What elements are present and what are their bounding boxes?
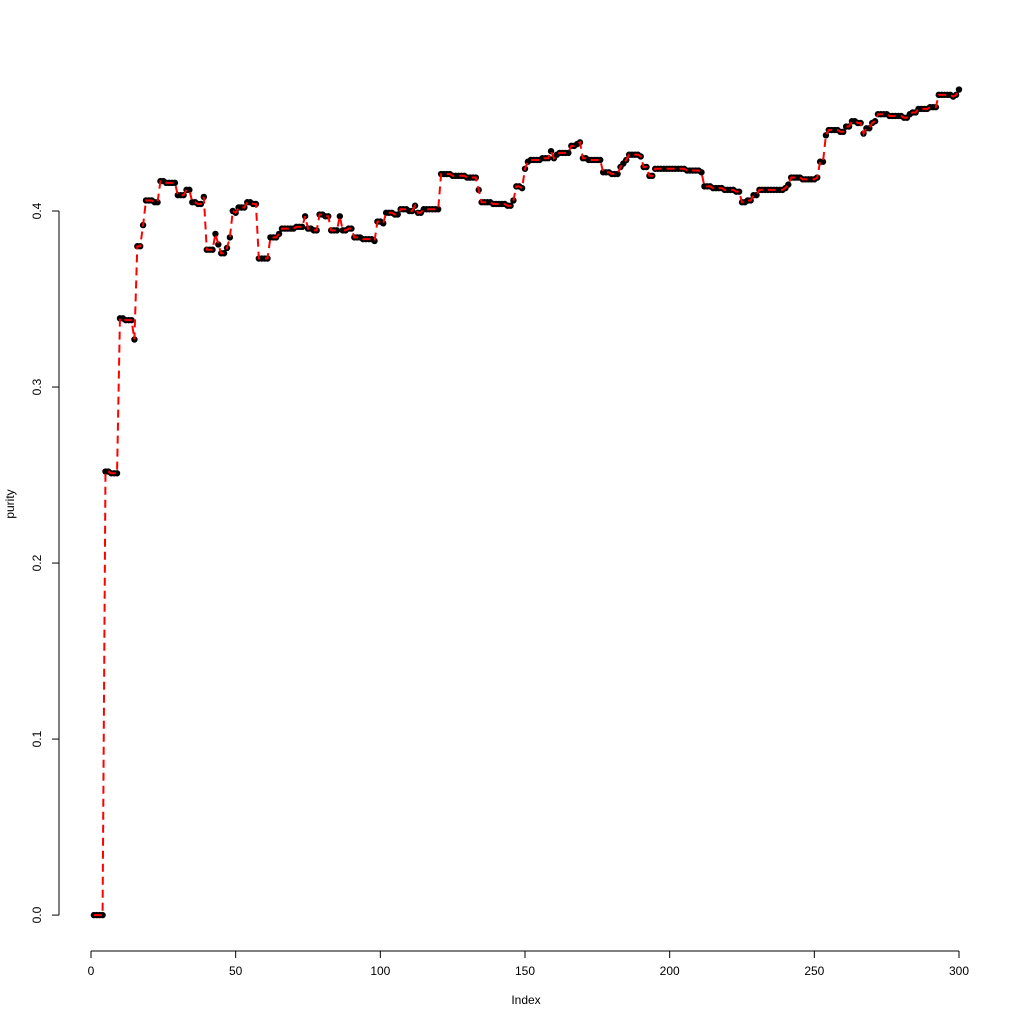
x-tick-label: 50 [229, 964, 243, 978]
point [215, 241, 222, 248]
x-tick-label: 250 [804, 964, 824, 978]
point [735, 188, 743, 195]
point [186, 186, 193, 194]
x-tick-label: 150 [515, 964, 535, 978]
point [336, 213, 344, 220]
x-tick-label: 0 [88, 964, 95, 978]
point [113, 470, 121, 477]
x-axis-label: Index [511, 993, 540, 1007]
point [226, 234, 234, 241]
point [565, 149, 572, 157]
point [597, 156, 604, 164]
y-tick-label: 0.4 [30, 202, 44, 219]
y-tick-label: 0.3 [30, 378, 44, 395]
point [154, 199, 161, 206]
data-line [93, 89, 960, 917]
y-tick-label: 0.0 [30, 906, 44, 923]
point [212, 230, 219, 238]
point [299, 223, 306, 231]
point [171, 179, 179, 187]
point [955, 86, 963, 93]
point [333, 227, 341, 234]
point [380, 220, 387, 227]
point [209, 246, 216, 253]
point [220, 250, 228, 257]
y-tick-label: 0.2 [30, 554, 44, 571]
x-tick-label: 300 [949, 964, 969, 978]
point [819, 158, 827, 165]
point [394, 211, 401, 218]
point [435, 206, 442, 213]
x-tick-label: 200 [660, 964, 680, 978]
y-axis-label: purity [3, 489, 17, 518]
x-tick-label: 100 [370, 964, 390, 978]
point [348, 225, 355, 232]
y-tick-label: 0.1 [30, 730, 44, 747]
point [371, 237, 378, 245]
point [99, 911, 106, 919]
